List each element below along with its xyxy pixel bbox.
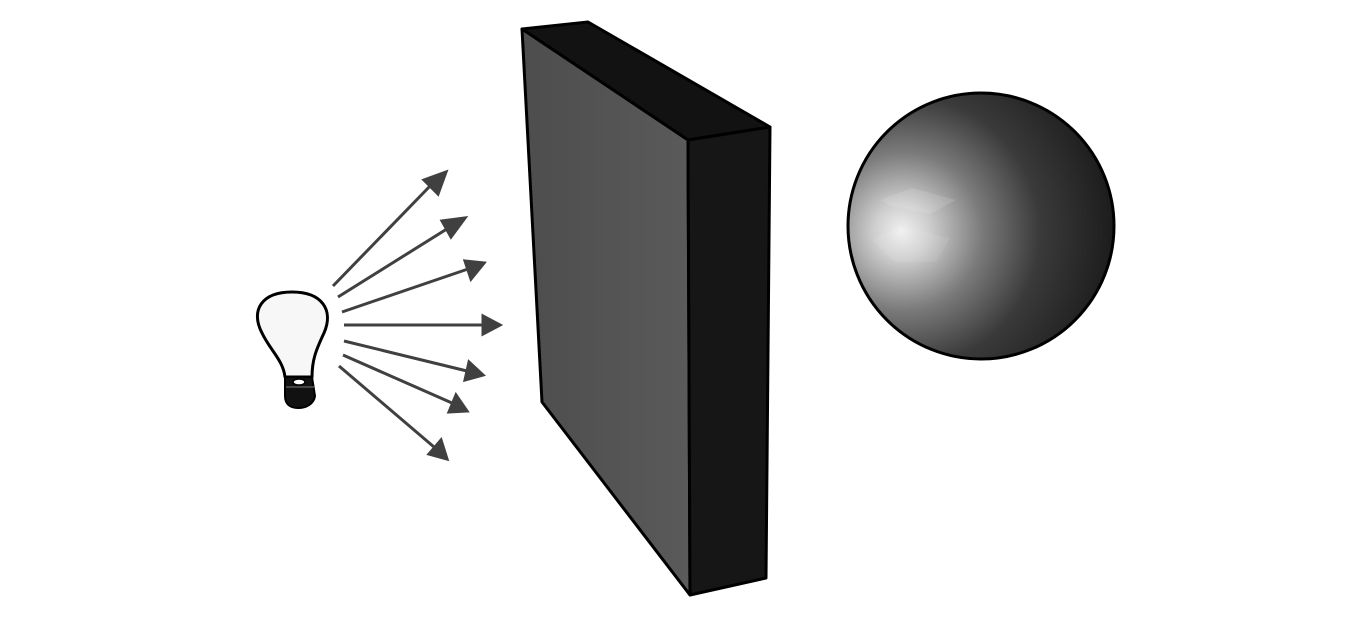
shaded-sphere [846, 91, 1116, 361]
ray-arrow [342, 353, 470, 414]
light-rays [331, 169, 504, 462]
bulb-contact [292, 378, 306, 386]
ray-arrow [337, 216, 469, 299]
ray-arrow [341, 259, 487, 314]
bulb-glass [255, 290, 329, 379]
light-bulb-icon [255, 290, 329, 410]
ray-arrow [343, 339, 486, 383]
bulb-base [284, 376, 317, 410]
slab-side-face [686, 125, 772, 597]
ray-arrow [338, 364, 450, 462]
opaque-wall-block [520, 20, 772, 597]
ray-arrow [331, 169, 449, 288]
ray-arrow [344, 313, 504, 337]
